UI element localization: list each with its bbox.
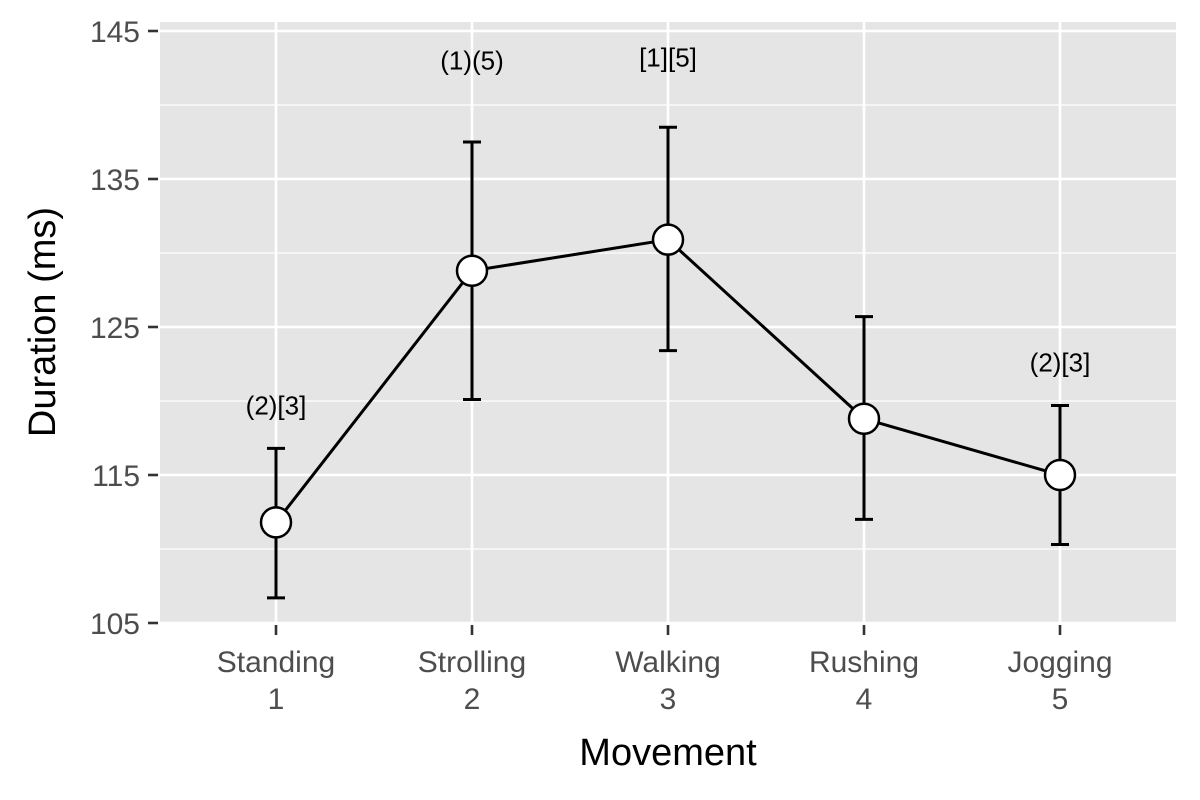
y-tick-label: 125 <box>90 312 140 345</box>
x-tick-index: 3 <box>660 683 677 716</box>
x-tick-index: 2 <box>464 683 481 716</box>
x-tick-label: Rushing <box>809 646 919 679</box>
data-point <box>1043 458 1077 492</box>
annotation-label: (2)[3] <box>1030 348 1091 378</box>
x-tick-index: 5 <box>1052 683 1069 716</box>
axes: 105 115 125 135 145 Standing 1 Strolling 2 Walkin… <box>90 16 1113 716</box>
annotation-label: (1)(5) <box>440 46 504 76</box>
y-tick-label: 135 <box>90 164 140 197</box>
y-tick-label: 145 <box>90 16 140 49</box>
x-axis-title: Movement <box>579 732 757 774</box>
data-layer: (2)[3] (1)(5) [1][5] (2)[3] <box>246 43 1091 600</box>
annotation-label: (2)[3] <box>246 390 307 420</box>
data-point <box>651 223 685 256</box>
y-tick-label: 115 <box>92 460 140 493</box>
y-tick-label: 105 <box>90 608 140 641</box>
x-tick-label: Standing <box>217 646 335 679</box>
data-point <box>847 402 881 436</box>
annotation-label: [1][5] <box>639 43 697 73</box>
data-point <box>455 254 489 288</box>
x-tick-index: 1 <box>268 683 285 716</box>
x-tick-label: Walking <box>615 646 721 679</box>
x-tick-label: Strolling <box>418 646 526 679</box>
x-tick-index: 4 <box>856 683 873 716</box>
data-point <box>259 506 293 539</box>
y-axis-title: Duration (ms) <box>22 207 64 437</box>
x-tick-label: Jogging <box>1007 646 1112 679</box>
